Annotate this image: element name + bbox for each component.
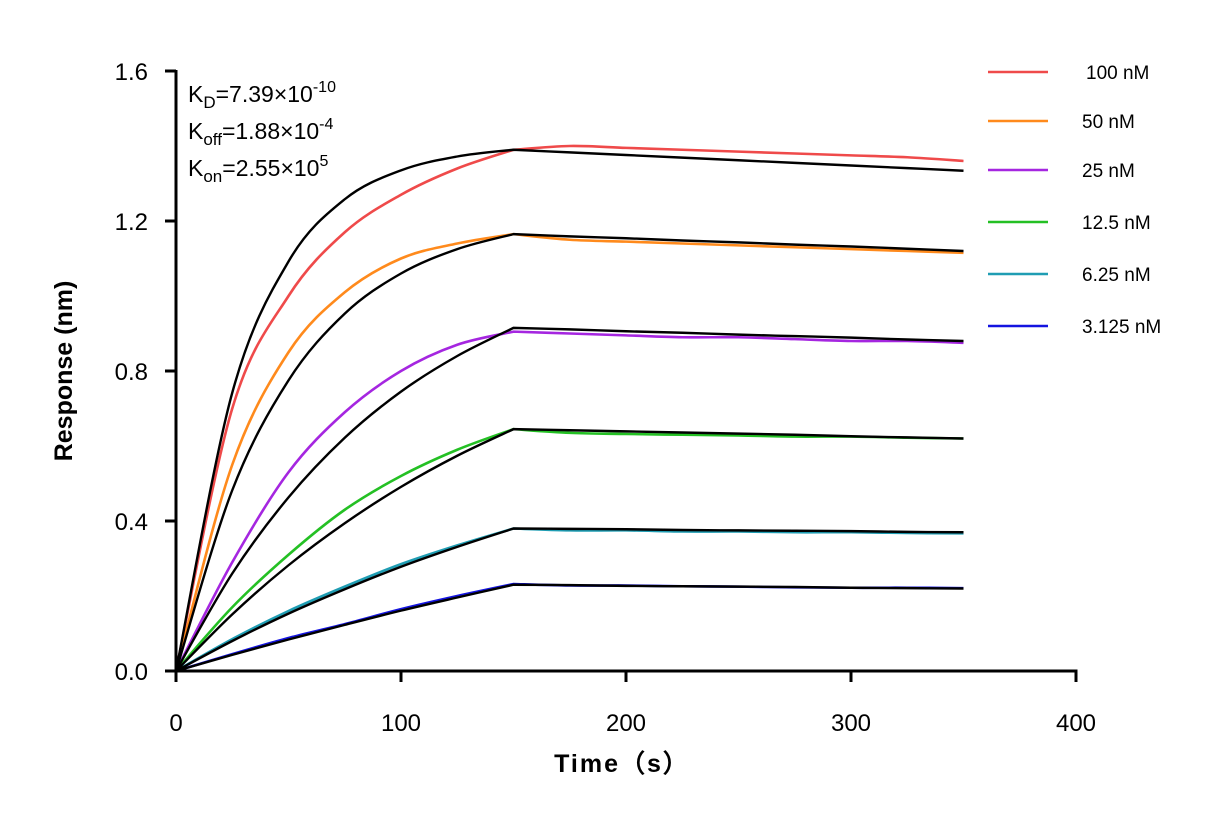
series-line-2 xyxy=(174,330,964,672)
y-tick-label: 0.4 xyxy=(115,509,148,536)
annotation-on: Kon=2.55×105 xyxy=(188,153,328,186)
fit-line-1 xyxy=(174,232,964,672)
fit-line-4 xyxy=(175,527,964,673)
y-tick-label: 1.6 xyxy=(115,59,148,86)
annotation-D: KD=7.39×10-10 xyxy=(188,79,336,112)
x-tick-label: 400 xyxy=(1056,710,1096,737)
y-tick-label: 0.0 xyxy=(115,659,148,686)
fit-line-0 xyxy=(174,148,964,672)
x-tick-label: 0 xyxy=(169,710,182,737)
axes: 0.0 0.4 0.8 1.2 1.6 0 100 200 300 400 xyxy=(115,59,1096,737)
legend-label: 100 nM xyxy=(1086,63,1149,84)
legend-label: 12.5 nM xyxy=(1082,213,1151,234)
y-tick-label: 0.8 xyxy=(115,359,148,386)
x-tick-label: 100 xyxy=(381,710,421,737)
x-tick-label: 300 xyxy=(831,710,871,737)
series-line-1 xyxy=(174,232,964,672)
legend: 100 nM 50 nM 25 nM 12.5 nM 6.25 nM 3.125 nM xyxy=(988,63,1161,338)
series-line-5 xyxy=(175,582,964,673)
data-series xyxy=(174,144,964,673)
y-axis-title: Response (nm) xyxy=(50,281,78,462)
legend-label: 6.25 nM xyxy=(1082,265,1151,286)
fit-line-5 xyxy=(175,583,964,673)
x-tick-label: 200 xyxy=(606,710,646,737)
series-line-0 xyxy=(174,144,964,672)
kinetic-constants-annotation: KD=7.39×10-10 Koff=1.88×10-4 Kon=2.55×105 xyxy=(188,79,336,186)
legend-label: 25 nM xyxy=(1082,161,1135,182)
legend-label: 3.125 nM xyxy=(1082,317,1161,338)
series-line-4 xyxy=(175,527,964,673)
x-axis-title: Time（s） xyxy=(554,749,690,778)
legend-label: 50 nM xyxy=(1082,112,1135,133)
annotation-off: Koff=1.88×10-4 xyxy=(188,116,333,149)
y-tick-label: 1.2 xyxy=(115,209,148,236)
fit-line-2 xyxy=(174,326,964,672)
fit-line-3 xyxy=(175,427,964,672)
